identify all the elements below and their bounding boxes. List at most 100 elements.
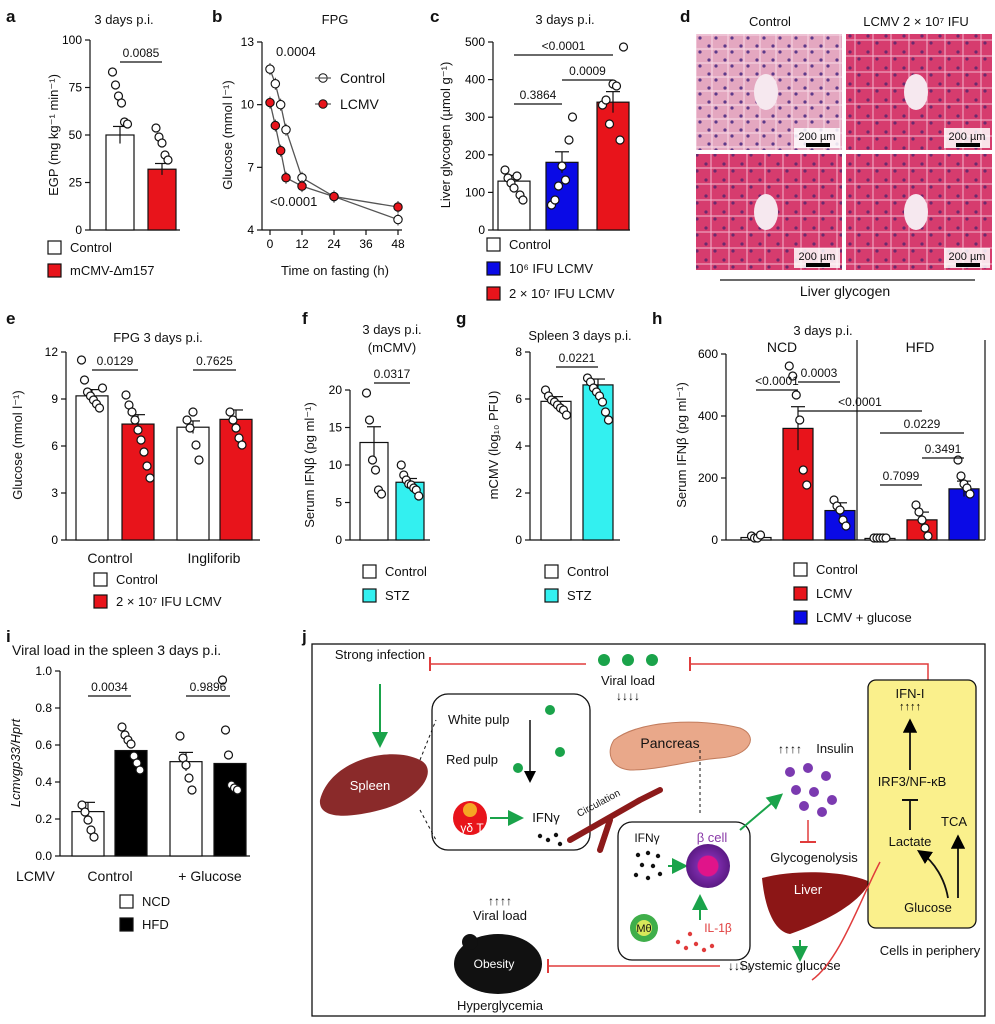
panel-j-ifng-dot (635, 852, 641, 858)
panel-c-3-pvalue: 0.3864 (520, 88, 557, 102)
panel-i-title: Viral load in the spleen 3 days p.i. (12, 642, 221, 658)
panel-h|6-y-tick-label: 200 (698, 471, 718, 485)
panel-g|5-y-tick-label: 2 (515, 486, 522, 500)
panel-h-5-pvalue: 0.7099 (883, 469, 920, 483)
panel-e-point (194, 455, 204, 465)
panel-i-bar-ncd (169, 761, 203, 857)
panel-i-point (126, 739, 136, 749)
panel-b-pvalue-2: <0.0001 (270, 194, 317, 209)
panel-c-1-pvalue: <0.0001 (542, 39, 586, 53)
panel-h-4-pvalue: 0.0229 (904, 417, 941, 431)
panel-j-ifng-dot (557, 841, 563, 847)
panel-b-x-tick-label: 48 (391, 237, 405, 251)
panel-i-point (181, 760, 191, 770)
panel-j-red-pulp: Red pulp (446, 752, 498, 767)
panel-h-2-pvalue: 0.0003 (801, 366, 838, 380)
panel-c-legend-high-label: 2 × 10⁷ IFU LCMV (509, 286, 615, 301)
panel-d-central-vein (904, 194, 928, 230)
panel-b|1-y-tick-label: 4 (247, 223, 254, 237)
panel-f-point (364, 415, 375, 425)
panel-e-point (127, 407, 137, 417)
panel-j-virus-icon (622, 654, 634, 666)
panel-h-point (755, 530, 766, 540)
panel-a|0-y-tick-label: 100 (62, 33, 82, 47)
panel-g-point (603, 415, 614, 425)
panel-h-3-pvalue: <0.0001 (838, 395, 882, 409)
panel-h-group-ncd: NCD (767, 339, 797, 355)
panel-j-il1b-dot (709, 943, 715, 949)
panel-b-x-tick-label: 12 (295, 237, 309, 251)
panel-d-col-lcmv: LCMV 2 × 10⁷ IFU (863, 14, 969, 29)
panel-h-point (914, 507, 924, 517)
panel-h-ylabel: Serum IFNβ (pg ml⁻¹) (674, 382, 689, 508)
panel-j-periphery-box (867, 679, 977, 929)
panel-i-point (117, 722, 127, 732)
panel-g-point (597, 397, 608, 407)
panel-j-viral-load: Viral load (601, 673, 655, 688)
panel-e-point (121, 390, 131, 400)
panel-a-point (157, 138, 167, 148)
panel-a-title: 3 days p.i. (94, 12, 153, 27)
panel-h-point (784, 361, 794, 371)
panel-i|7-y-tick-label: 1.0 (35, 664, 52, 678)
panel-d-scale-bar (806, 263, 830, 267)
panel-c-label: c (430, 7, 439, 26)
panel-e-point (133, 425, 143, 435)
panel-d-central-vein (904, 74, 928, 110)
panel-c-point (611, 81, 622, 91)
panel-j-ifng-dot (545, 837, 551, 843)
panel-a-legend-control-swatch (47, 240, 62, 255)
panel-h-label: h (652, 309, 662, 328)
panel-h-point (795, 415, 805, 425)
panel-c-point (500, 165, 510, 175)
panel-h-point (802, 480, 812, 490)
panel-h|6-y-tick-label: 600 (698, 347, 718, 361)
panel-a-legend-mcmv-swatch (47, 263, 62, 278)
panel-j-gdt-label: γδ T (460, 821, 484, 835)
panel-e-legend-lcmv-swatch (93, 594, 108, 609)
panel-i-label: i (6, 627, 11, 646)
panel-a-point (122, 119, 133, 129)
panel-e-point (225, 407, 235, 417)
panel-a-point (110, 80, 121, 90)
panel-j-mouse-ear (462, 934, 478, 950)
panel-j-up-arrows-2: ↑↑↑↑ (488, 894, 512, 908)
panel-c|2-y-tick-label: 100 (465, 185, 485, 199)
panel-j-vessel (567, 787, 663, 853)
panel-j-glycogenolysis: Glycogenolysis (770, 850, 858, 865)
panel-j-insulin-dot (785, 767, 795, 777)
panel-j-label: j (301, 627, 307, 646)
panel-j-pancreas-shape (609, 721, 751, 771)
panel-b-legend-control-label: Control (340, 70, 385, 86)
panel-c-point (557, 161, 567, 171)
panel-a-pvalue: 0.0085 (123, 46, 160, 60)
panel-d-label: d (680, 7, 690, 26)
panel-e-point (185, 423, 195, 433)
panel-c-point (615, 135, 625, 145)
panel-b-point-lcmv (329, 191, 339, 202)
panel-g-legend-control-swatch (544, 564, 559, 579)
panel-f-pvalue: 0.0317 (374, 367, 411, 381)
panel-e|3-y-tick-label: 6 (51, 439, 58, 453)
panel-i-xprefix: LCMV (16, 868, 56, 884)
panel-j-spleen-label: Spleen (350, 778, 390, 793)
panel-f-subtitle: (mCMV) (368, 340, 416, 355)
panel-i|7-y-tick-label: 0.4 (35, 775, 52, 789)
panel-e-point (76, 355, 87, 365)
panel-j-irf3: IRF3/NF-κB (878, 774, 947, 789)
panel-f-label: f (302, 309, 308, 328)
panel-e-group-ingliforib: Ingliforib (188, 550, 241, 566)
panel-j-ifng-dot (655, 853, 661, 859)
panel-j-gdt-nucleus (463, 803, 477, 817)
panel-b-point-lcmv (281, 173, 291, 183)
panel-j-spleen-shape (319, 754, 428, 816)
panel-j-ifng-dot (645, 875, 651, 881)
panel-j-strong-infection: Strong infection (335, 647, 425, 662)
panel-i-point (217, 675, 228, 685)
panel-c-point (604, 119, 615, 129)
panel-h-point (917, 515, 927, 525)
panel-c|2-y-tick-label: 0 (478, 223, 485, 237)
panel-e-group-control: Control (87, 550, 132, 566)
panel-b-point-control (393, 214, 403, 225)
panel-j-ifng-dot (639, 862, 645, 868)
